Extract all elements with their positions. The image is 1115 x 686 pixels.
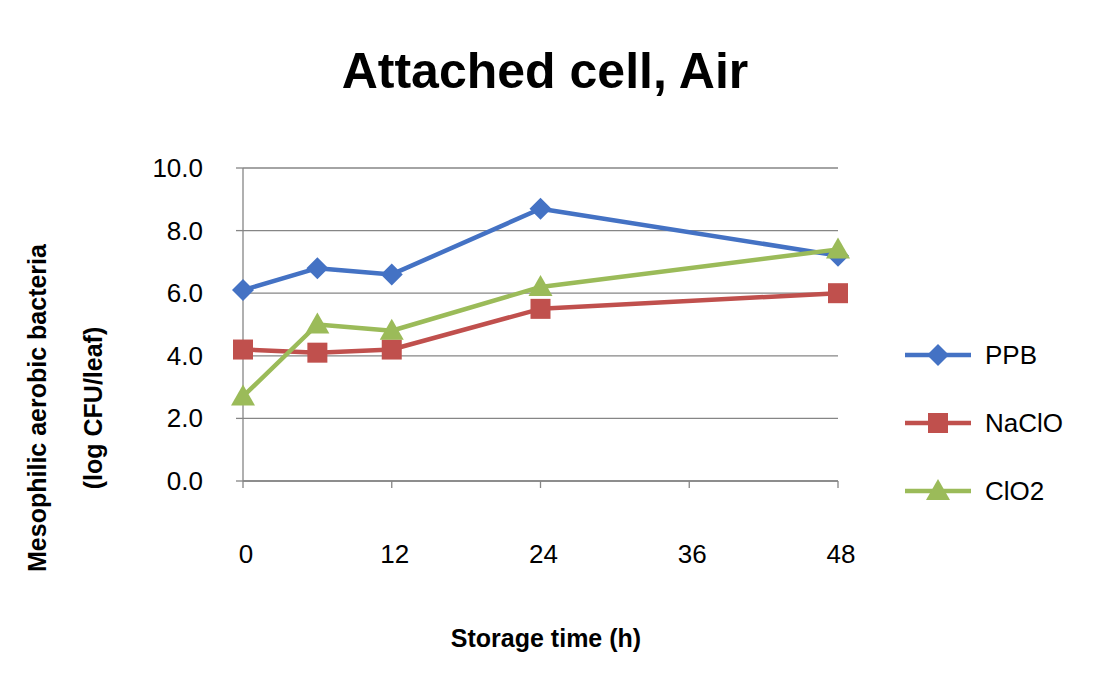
y-tick — [236, 230, 243, 231]
y-tick — [236, 480, 243, 481]
plot-area — [231, 198, 850, 406]
y-tick-label: 4.0 — [167, 341, 203, 371]
legend-marker — [927, 344, 949, 366]
data-point — [233, 340, 253, 360]
y-tick-label: 0.0 — [167, 466, 203, 496]
data-point — [381, 263, 403, 285]
x-tick-label: 12 — [380, 539, 409, 569]
data-point — [307, 343, 327, 363]
chart-svg: Attached cell, Air 0.0 2.0 4.0 6.0 8.0 10.0 0 12… — [0, 0, 1115, 686]
legend-marker — [926, 479, 950, 500]
y-axis-label: Mesophilic aerobic bacteria — [23, 243, 51, 572]
series-line — [243, 293, 838, 352]
data-point — [529, 275, 553, 296]
data-point — [531, 299, 551, 319]
y-tick-label: 10.0 — [152, 153, 203, 183]
y-tick-label: 6.0 — [167, 278, 203, 308]
y-axis — [242, 168, 243, 481]
legend-label: ClO2 — [985, 476, 1044, 506]
data-point — [305, 313, 329, 334]
grid-line — [243, 167, 838, 168]
x-tick — [242, 481, 243, 488]
data-point — [232, 279, 254, 301]
x-tick — [540, 481, 541, 488]
x-tick-label: 36 — [678, 539, 707, 569]
x-tick — [689, 481, 690, 488]
data-point — [231, 384, 255, 405]
y-tick-label: 2.0 — [167, 403, 203, 433]
x-tick-label: 0 — [239, 539, 253, 569]
data-point — [828, 283, 848, 303]
grid-line — [243, 418, 838, 419]
data-point — [306, 257, 328, 279]
x-axis-label: Storage time (h) — [451, 624, 641, 652]
y-tick — [236, 167, 243, 168]
legend-marker — [928, 413, 948, 433]
legend-label: NaClO — [985, 408, 1063, 438]
x-tick-label: 48 — [827, 539, 856, 569]
y-tick-label: 8.0 — [167, 216, 203, 246]
chart-container: Attached cell, Air 0.0 2.0 4.0 6.0 8.0 10.0 0 12… — [0, 0, 1115, 686]
data-point — [382, 340, 402, 360]
series-line — [243, 249, 838, 396]
grid-line — [243, 355, 838, 356]
legend-label: PPB — [985, 340, 1037, 370]
chart-title: Attached cell, Air — [342, 43, 749, 99]
x-tick — [837, 481, 838, 488]
x-tick — [391, 481, 392, 488]
y-axis-label: (log CFU/leaf) — [79, 327, 107, 490]
data-point — [826, 237, 850, 258]
x-tick-label: 24 — [529, 539, 558, 569]
data-point — [380, 319, 404, 340]
y-tick — [236, 418, 243, 419]
data-point — [530, 198, 552, 220]
grid-line — [243, 230, 838, 231]
